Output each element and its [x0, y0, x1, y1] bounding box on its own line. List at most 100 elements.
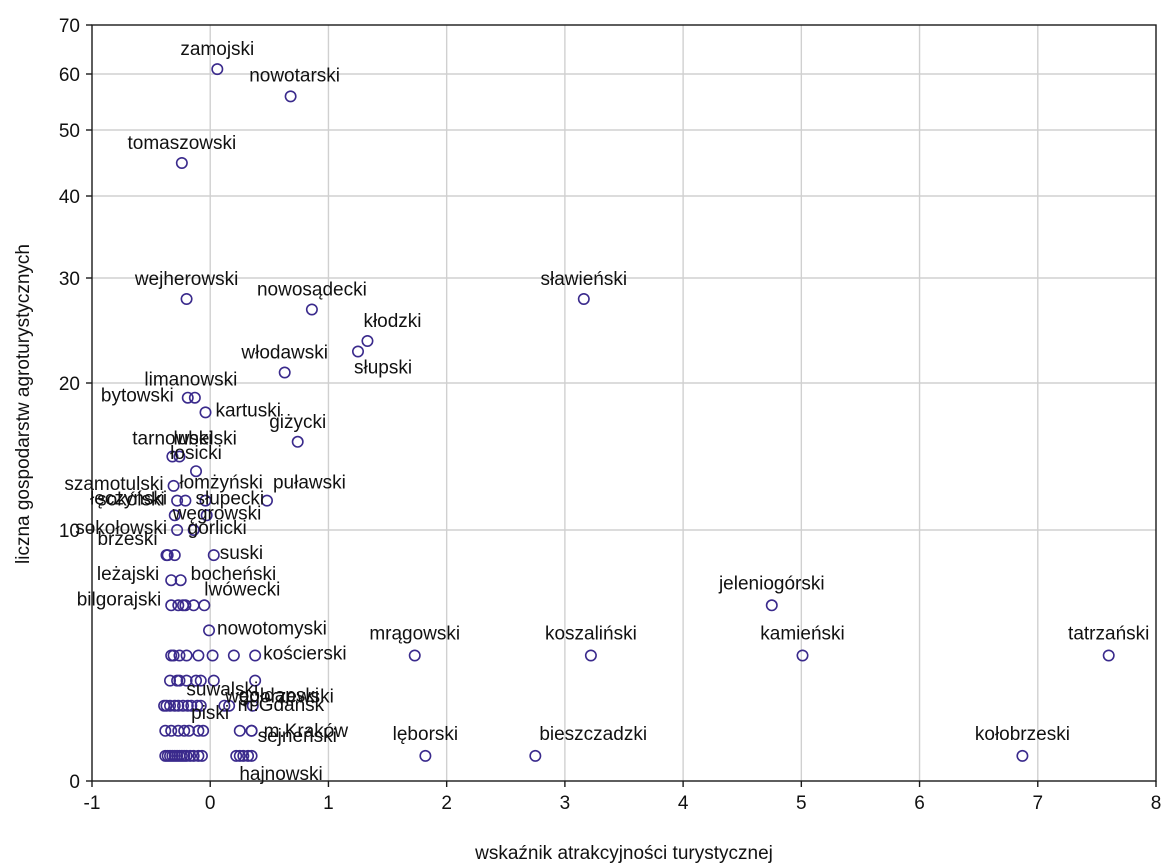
data-point [249, 649, 262, 662]
data-point [203, 624, 216, 637]
point-label: węgrowski [172, 503, 262, 524]
point-label: lwówecki [204, 579, 280, 600]
data-point [577, 292, 590, 305]
point-label: gołdapski [239, 686, 319, 707]
point-label: mrągowski [369, 624, 460, 645]
data-point [245, 724, 258, 737]
point-label: koszaliński [545, 624, 637, 645]
data-point [351, 345, 364, 358]
data-point [165, 574, 178, 587]
data-point [165, 599, 178, 612]
data-point [178, 724, 191, 737]
x-tick-label: -1 [84, 793, 101, 814]
y-tick-label: 40 [59, 187, 80, 208]
grid [92, 25, 1156, 781]
data-point [187, 749, 200, 762]
point-label: jeleniogórski [718, 573, 825, 594]
point-label: tarnowski [132, 429, 212, 450]
x-tick-label: 0 [205, 793, 216, 814]
data-point [185, 699, 198, 712]
point-label: kościerski [263, 644, 346, 665]
data-point [173, 450, 186, 463]
data-point [1016, 749, 1029, 762]
point-label: kamieński [760, 624, 844, 645]
data-point [765, 599, 778, 612]
x-tick-label: 8 [1151, 793, 1162, 814]
data-point [260, 494, 273, 507]
data-point [408, 649, 421, 662]
data-point [245, 749, 258, 762]
data-point [249, 674, 262, 687]
data-point [182, 724, 195, 737]
point-labels: zamojski nowotarski tomaszowski wejherowski… [64, 39, 1149, 785]
point-label: kłodzki [363, 311, 421, 332]
point-label: sejneński [258, 726, 337, 747]
point-label: limanowski [144, 370, 237, 391]
point-label: łomżyński [179, 473, 262, 494]
data-point [164, 699, 177, 712]
data-point [192, 749, 205, 762]
point-label: łęczyński [90, 489, 167, 510]
data-point [207, 549, 220, 562]
data-point [174, 574, 187, 587]
y-tick-label: 70 [59, 16, 80, 37]
data-point [194, 674, 207, 687]
data-point [184, 749, 197, 762]
data-point [167, 649, 180, 662]
x-tick-label: 2 [441, 793, 452, 814]
y-tick-label: 30 [59, 269, 80, 290]
data-point [179, 494, 192, 507]
point-label: hajnowski [239, 764, 322, 785]
point-label: kołobrzeski [975, 724, 1070, 745]
point-label: brzeski [97, 529, 157, 550]
point-label: zamojski [180, 39, 254, 60]
data-point [361, 334, 374, 347]
point-label: suwalski [186, 680, 258, 701]
data-point [190, 465, 203, 478]
data-point [168, 549, 181, 562]
data-point [180, 292, 193, 305]
data-point [200, 509, 213, 522]
data-point [207, 674, 220, 687]
data-point [242, 749, 255, 762]
data-point [233, 724, 246, 737]
data-point [197, 724, 210, 737]
point-label: słupecki [195, 489, 264, 510]
data-point [166, 450, 179, 463]
data-point [180, 674, 193, 687]
plot-frame [91, 24, 1157, 782]
x-tick-label: 7 [1032, 793, 1043, 814]
data-point [188, 391, 201, 404]
point-label: lubelski [173, 429, 236, 450]
point-label: tatrzański [1068, 624, 1149, 645]
data-point [419, 749, 432, 762]
data-point [218, 699, 231, 712]
x-tick-label: 4 [678, 793, 689, 814]
y-tick-label: 20 [59, 374, 80, 395]
data-point [206, 649, 219, 662]
data-point [168, 509, 181, 522]
point-label: nowotarski [249, 65, 340, 86]
data-point [192, 649, 205, 662]
data-point [278, 366, 291, 379]
data-point [199, 406, 212, 419]
x-axis-title: wskaźnik atrakcyjności turystycznej [474, 843, 773, 864]
data-point [181, 699, 194, 712]
point-label: bieszczadzki [539, 724, 647, 745]
point-label: piski [191, 703, 229, 724]
point-label: lęborski [393, 724, 458, 745]
data-point [291, 435, 304, 448]
point-label: łosicki [170, 443, 222, 464]
data-point [165, 724, 178, 737]
x-tick-label: 3 [560, 793, 571, 814]
point-label: puławski [273, 473, 346, 494]
y-tick-label: 10 [59, 521, 80, 542]
point-label: nowosądecki [257, 280, 367, 301]
data-point [529, 749, 542, 762]
point-label: sokołowski [75, 518, 167, 539]
point-label: sławieński [541, 269, 628, 290]
data-point [161, 549, 174, 562]
point-label: giżycki [269, 412, 326, 433]
point-label: bilgorajski [77, 589, 161, 610]
